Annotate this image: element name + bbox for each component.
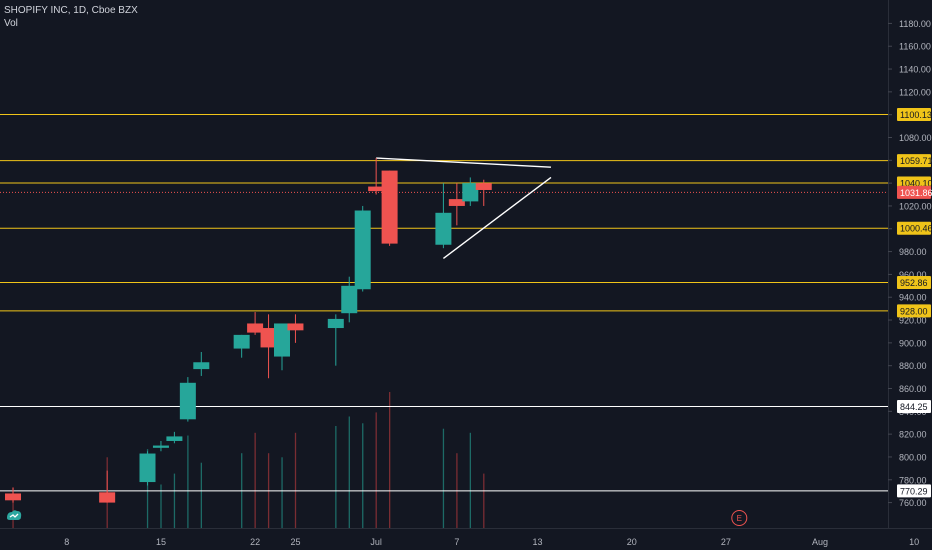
y-tick-label: 880.00 (899, 361, 927, 371)
candle-body[interactable] (462, 183, 479, 202)
x-tick-label: Jul (370, 537, 382, 547)
volume-bar (375, 412, 377, 528)
price-label-bg (897, 154, 931, 168)
price-label: 1040.10 (900, 179, 932, 189)
volume-bar (160, 484, 162, 528)
candle-body[interactable] (99, 492, 116, 503)
candle-body[interactable] (368, 186, 385, 192)
chart-header: SHOPIFY INC, 1D, Cboe BZX Vol (4, 4, 138, 30)
candle-body[interactable] (274, 323, 290, 357)
markers[interactable]: E (731, 510, 748, 526)
volume-bar (442, 428, 445, 528)
price-label: 1031.86 (900, 188, 932, 198)
volume-bar (146, 449, 149, 528)
y-tick-label: 860.00 (899, 384, 927, 394)
volume-bar (483, 473, 485, 528)
price-label: 928.00 (900, 306, 928, 316)
volume-bar (200, 462, 202, 528)
price-label: 1059.71 (900, 156, 932, 166)
candle-body[interactable] (193, 362, 210, 370)
y-tick-label: 980.00 (899, 247, 927, 257)
price-label-bg (897, 108, 931, 122)
candle-body[interactable] (287, 323, 304, 331)
symbol-title: SHOPIFY INC, 1D, Cboe BZX (4, 5, 138, 16)
x-tick-label: 25 (290, 537, 300, 547)
y-tick-label: 1140.00 (899, 65, 931, 75)
y-tick-label: 1020.00 (899, 201, 932, 211)
candle-body[interactable] (354, 210, 371, 290)
candle-body[interactable] (5, 493, 21, 501)
price-label: 952.86 (900, 278, 928, 288)
candle-body[interactable] (381, 170, 398, 244)
y-tick-label: 920.00 (899, 316, 927, 326)
x-tick-label: 20 (627, 537, 637, 547)
horizontal-levels[interactable] (0, 114, 888, 492)
volume-bar (362, 423, 364, 528)
y-tick-label: 780.00 (899, 475, 927, 485)
y-tick-label: 1080.00 (899, 133, 932, 143)
candle-body[interactable] (435, 212, 452, 245)
candle-body[interactable] (475, 183, 492, 190)
volume-bar (254, 432, 256, 528)
y-tick-label: 820.00 (899, 430, 927, 440)
price-label-bg (897, 399, 931, 413)
candle-body[interactable] (179, 382, 196, 420)
price-label-bg (897, 185, 931, 199)
price-label: 1000.46 (900, 224, 932, 234)
y-tick-label: 900.00 (899, 338, 927, 348)
volume-bars (12, 392, 485, 528)
volume-label: Vol (4, 18, 18, 29)
price-label: 844.25 (900, 402, 928, 412)
earnings-marker-label: E (737, 514, 742, 523)
price-label: 770.29 (900, 486, 928, 496)
y-tick-label: 800.00 (899, 452, 927, 462)
y-tick-label: 1120.00 (899, 87, 931, 97)
price-label: 1100.13 (900, 110, 932, 120)
volume-bar (173, 473, 176, 528)
candle-body[interactable] (327, 318, 344, 329)
x-tick-label: 22 (250, 537, 260, 547)
price-label-bg (897, 276, 931, 290)
candle-body[interactable] (139, 453, 156, 483)
volume-bar (389, 392, 391, 528)
candle-body[interactable] (341, 285, 358, 314)
x-tick-label: 8 (64, 537, 69, 547)
candle-body[interactable] (260, 328, 277, 348)
y-tick-label: 960.00 (899, 270, 927, 280)
trendline[interactable] (376, 157, 552, 168)
candle-body[interactable] (448, 199, 465, 206)
earnings-marker[interactable] (731, 510, 748, 526)
volume-bar (281, 457, 283, 528)
candle-body[interactable] (152, 445, 169, 448)
candlesticks[interactable] (5, 158, 492, 503)
trendlines[interactable] (376, 157, 552, 259)
candle-body[interactable] (233, 334, 250, 349)
volume-bar (187, 435, 189, 528)
price-label-bg (897, 304, 931, 318)
volume-bar (348, 416, 350, 528)
y-tick-label: 1160.00 (899, 42, 931, 52)
candle-body[interactable] (166, 436, 183, 441)
volume-bar (469, 432, 471, 528)
volume-bar (335, 426, 337, 528)
volume-bar (294, 432, 297, 528)
tradingview-logo-icon (7, 510, 22, 520)
volume-bar (12, 487, 14, 528)
x-tick-label: 27 (721, 537, 731, 547)
y-tick-label: 1180.00 (899, 19, 931, 29)
price-label-bg (897, 484, 931, 498)
price-label-bg (897, 221, 931, 235)
trendline[interactable] (442, 176, 552, 259)
x-tick-label: 15 (156, 537, 166, 547)
x-tick-label: 13 (533, 537, 543, 547)
x-tick-label: 7 (454, 537, 459, 547)
y-tick-label: 940.00 (899, 293, 927, 303)
y-tick-label: 760.00 (899, 498, 927, 508)
x-tick-label: 10 (909, 537, 919, 547)
x-tick-label: Aug (812, 537, 828, 547)
candle-body[interactable] (247, 323, 264, 333)
